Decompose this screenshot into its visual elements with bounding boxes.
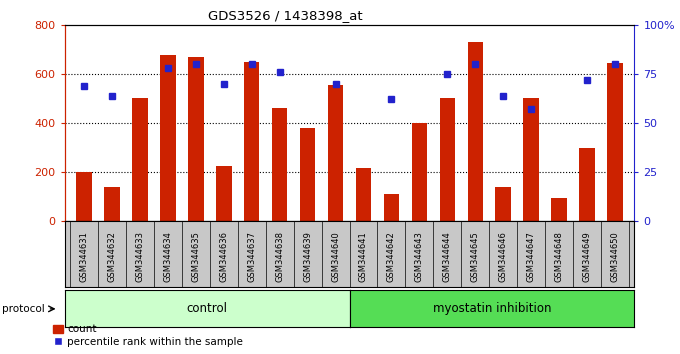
Bar [411, 123, 427, 221]
Text: GSM344633: GSM344633 [135, 231, 145, 282]
Text: GSM344644: GSM344644 [443, 231, 452, 282]
Bar [216, 166, 231, 221]
Bar [272, 108, 288, 221]
Bar [300, 128, 316, 221]
Bar [328, 85, 343, 221]
Text: GSM344638: GSM344638 [275, 231, 284, 282]
Bar [524, 98, 539, 221]
Text: GSM344643: GSM344643 [415, 231, 424, 282]
Text: GSM344639: GSM344639 [303, 231, 312, 282]
Text: GSM344650: GSM344650 [611, 231, 619, 282]
Text: GSM344642: GSM344642 [387, 231, 396, 282]
Text: GSM344634: GSM344634 [163, 231, 173, 282]
Bar [356, 169, 371, 221]
Bar [76, 172, 92, 221]
Text: protocol: protocol [2, 304, 45, 314]
Bar [496, 187, 511, 221]
Text: GSM344637: GSM344637 [248, 231, 256, 282]
Bar [244, 62, 260, 221]
Text: GSM344641: GSM344641 [359, 231, 368, 282]
Text: GSM344645: GSM344645 [471, 231, 479, 282]
Bar [160, 56, 175, 221]
Text: GSM344649: GSM344649 [583, 231, 592, 282]
Text: GSM344648: GSM344648 [554, 231, 564, 282]
Text: GSM344635: GSM344635 [191, 231, 201, 282]
Bar [607, 63, 623, 221]
Text: GSM344647: GSM344647 [526, 231, 536, 282]
Text: GSM344640: GSM344640 [331, 231, 340, 282]
Bar [468, 42, 483, 221]
Text: GSM344646: GSM344646 [498, 231, 508, 282]
Bar [439, 98, 455, 221]
Text: myostatin inhibition: myostatin inhibition [432, 302, 551, 315]
Text: GSM344631: GSM344631 [80, 231, 88, 282]
Legend: count, percentile rank within the sample: count, percentile rank within the sample [53, 324, 243, 347]
Text: GSM344632: GSM344632 [107, 231, 116, 282]
Bar [133, 98, 148, 221]
Bar [384, 194, 399, 221]
Bar [579, 148, 594, 221]
Text: GSM344636: GSM344636 [220, 231, 228, 282]
Text: control: control [186, 302, 228, 315]
Bar [105, 187, 120, 221]
Bar [551, 198, 566, 221]
Bar [188, 57, 203, 221]
Text: GDS3526 / 1438398_at: GDS3526 / 1438398_at [208, 9, 363, 22]
